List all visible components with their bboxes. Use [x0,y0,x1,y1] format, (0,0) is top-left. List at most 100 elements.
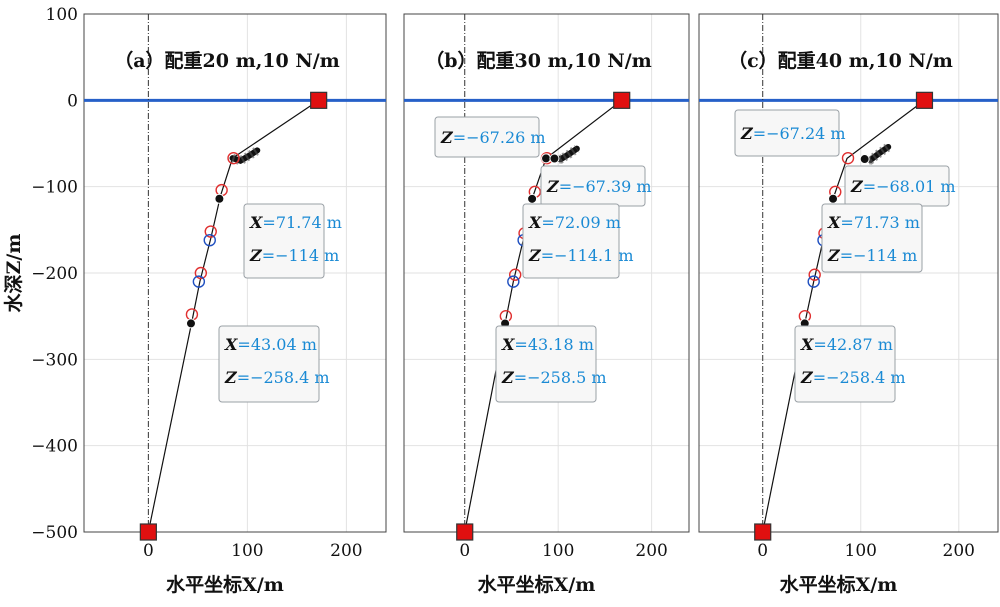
mooring-line-series [464,99,623,533]
data-point-marker [185,318,196,329]
annotation-variable: X [827,213,841,232]
annotation-variable: X [800,335,814,354]
axes-frame [403,13,690,533]
annotation-background [495,325,597,403]
annotation-text: Z=−258.4 m [800,368,906,387]
node-red-circle [204,225,217,238]
annotation-value: =−114 m [262,246,340,265]
annotation-text: X=71.73 m [827,213,920,232]
annotation-value: =71.73 m [840,213,919,232]
annotation-box: X=72.09 m Z=−114.1 m [522,203,634,279]
x-tick-label: 0 [143,541,154,561]
x-axis-label: 水平坐标X/m [780,574,898,596]
y-tick-label: −400 [31,437,78,457]
fairlead-marker [915,91,934,109]
annotation-background [734,109,840,157]
annotation-text: X=71.74 m [249,213,342,232]
node-blue-circle [807,275,820,288]
axes-frame [698,13,999,533]
annotation-text: Z=−114 m [249,246,339,265]
x-tick-label: 0 [757,541,768,561]
data-point-marker [828,193,839,204]
annotation-box: X=43.04 m Z=−258.4 m [218,325,330,403]
annotation-value: =−114.1 m [541,246,634,265]
data-point-marker [859,154,870,165]
annotation-text: Z=−67.26 m [440,128,546,147]
node-blue-circle [507,275,520,288]
annotation-background [434,116,540,158]
panel-title: （b）配重30 m,10 N/m [425,49,652,72]
annotation-background [821,203,923,273]
annotation-value: =−114 m [840,246,918,265]
x-tick-label: 200 [635,541,667,561]
annotation-background [218,325,320,403]
clump-weight-texture [554,144,580,164]
annotation-value: =−258.4 m [813,368,906,387]
annotation-background [522,203,620,279]
node-red-circle [508,268,522,281]
annotation-value: =72.09 m [541,213,620,232]
annotation-text: X=43.18 m [501,335,594,354]
annotation-value: =−258.5 m [514,368,607,387]
fairlead-marker [613,91,631,109]
annotation-background [794,325,896,403]
annotation-variable: Z [440,128,454,147]
x-tick-label: 100 [542,541,574,561]
x-tick-label: 200 [943,541,975,561]
annotation-text: Z=−114.1 m [528,246,634,265]
annotation-variable: Z [528,246,542,265]
annotation-variable: Z [224,368,238,387]
annotation-value: =−67.39 m [559,177,652,196]
panel-title: （c）配重40 m,10 N/m [728,49,953,72]
x-tick-label: 200 [330,541,362,561]
annotation-variable: X [224,335,238,354]
data-point-marker [549,153,560,164]
annotation-box: X=42.87 m Z=−258.4 m [794,325,906,403]
annotation-value: =42.87 m [813,335,892,354]
data-point-marker [527,193,538,204]
annotation-text: Z=−67.39 m [546,177,652,196]
node-blue-circle [203,233,216,247]
y-tick-label: 0 [67,91,78,111]
annotation-text: Z=−114 m [827,246,917,265]
annotation-box: X=43.18 m Z=−258.5 m [495,325,607,403]
annotation-text: Z=−68.01 m [850,177,956,196]
annotation-text: Z=−258.4 m [224,368,330,387]
seabed-anchor-marker [456,523,474,541]
axes-frame [83,13,387,533]
annotation-value: =43.18 m [514,335,593,354]
node-red-circle [841,151,855,165]
annotation-variable: Z [501,368,515,387]
clump-weight-texture [864,143,891,165]
annotation-value: =−67.26 m [453,128,546,147]
annotation-variable: Z [546,177,560,196]
annotation-variable: Z [800,368,814,387]
annotation-text: X=42.87 m [800,335,893,354]
x-axis-label: 水平坐标X/m [478,574,596,596]
x-tick-label: 0 [459,541,470,561]
annotation-text: Z=−258.5 m [501,368,607,387]
data-point-marker [541,153,552,164]
y-tick-label: −300 [31,350,78,370]
node-red-circle [808,268,821,281]
node-red-circle [194,266,208,280]
annotation-text: X=43.04 m [224,335,317,354]
annotation-value: =−258.4 m [237,368,330,387]
annotation-box: Z=−68.01 m [844,165,956,207]
annotation-box: X=71.73 m Z=−114 m [821,203,923,273]
annotation-variable: Z [850,177,864,196]
mooring-line-series [762,99,925,533]
clump-weight-segment [229,147,261,165]
annotation-variable: Z [827,246,841,265]
y-tick-label: −100 [31,178,78,198]
annotation-value: =43.04 m [237,335,316,354]
annotation-background [243,203,325,279]
annotation-variable: X [249,213,263,232]
x-axis-label: 水平坐标X/m [166,574,284,596]
x-tick-label: 100 [845,541,877,561]
annotation-box: Z=−67.39 m [540,165,652,207]
annotation-value: =−68.01 m [863,177,956,196]
